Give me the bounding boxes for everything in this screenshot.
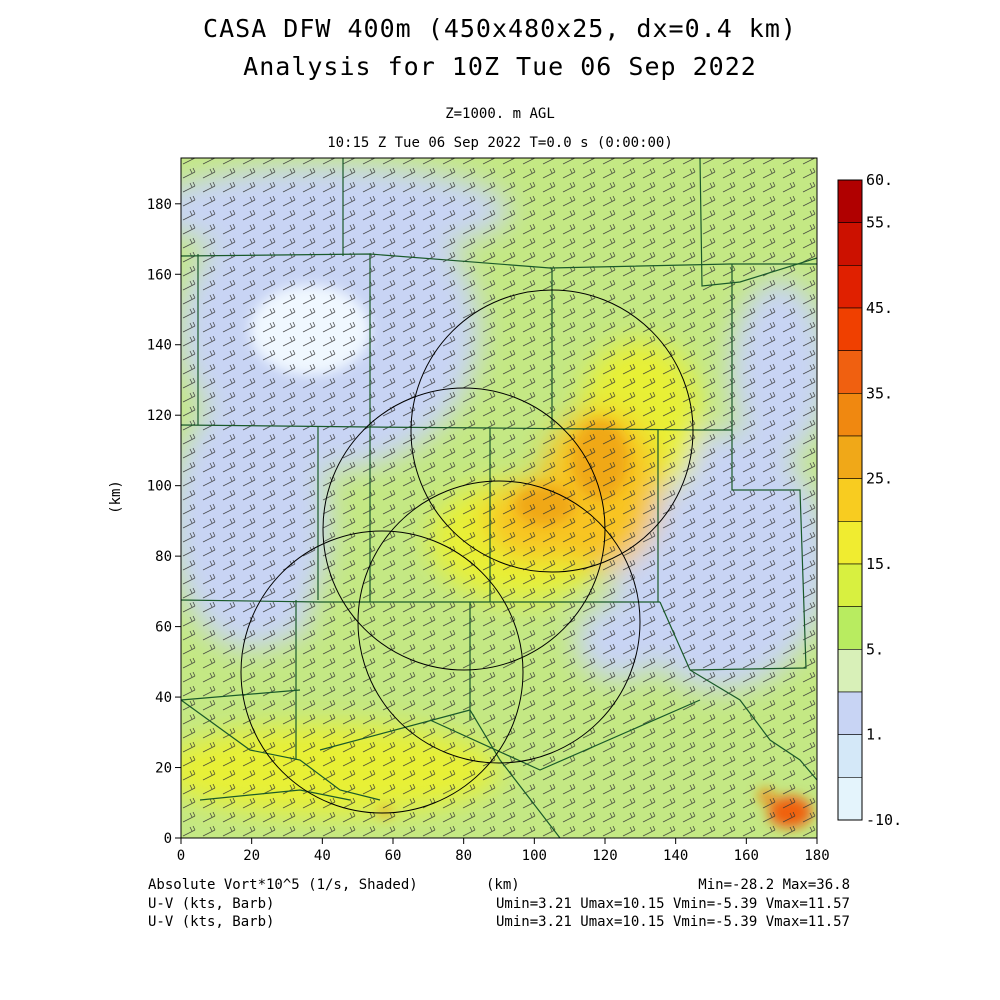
county-boundaries (181, 158, 817, 838)
x-axis: 0 20 40 60 80 100 120 140 160 180 (177, 838, 830, 864)
colorbar-label: 1. (866, 726, 884, 744)
x-tick-label: 100 (522, 848, 547, 864)
radar-range-rings (240, 289, 694, 814)
y-axis: 0 20 40 60 80 100 120 140 160 180 (147, 197, 181, 847)
chart-title-line2: Analysis for 10Z Tue 06 Sep 2022 (243, 52, 757, 81)
colorbar-bin (837, 393, 863, 437)
chart-title-line1: CASA DFW 400m (450x480x25, dx=0.4 km) (203, 14, 797, 43)
x-axis-unit: (km) (486, 877, 520, 893)
field-label-uv-2: U-V (kts, Barb) (148, 914, 275, 930)
y-tick-label: 140 (147, 338, 172, 354)
colorbar-label: 55. (866, 214, 893, 232)
uv-range-1: Umin=3.21 Umax=10.15 Vmin=-5.39 Vmax=11.… (495, 896, 850, 912)
x-tick-label: 80 (455, 848, 472, 864)
x-tick-label: 120 (592, 848, 617, 864)
colorbar-bin (837, 734, 863, 778)
x-tick-label: 160 (734, 848, 759, 864)
y-tick-label: 120 (147, 408, 172, 424)
colorbar: 60. 55. 45. 35. 25. 15. 5. 1. -10. (837, 171, 902, 829)
x-tick-label: 60 (385, 848, 402, 864)
minmax-label: Min=-28.2 Max=36.8 (698, 877, 850, 893)
colorbar-bin (837, 649, 863, 693)
vorticity-field (181, 158, 817, 838)
colorbar-bin (837, 521, 863, 565)
colorbar-bin (837, 777, 863, 821)
x-tick-label: 40 (314, 848, 331, 864)
colorbar-bin (837, 179, 863, 223)
colorbar-bin (837, 307, 863, 351)
x-tick-label: 20 (243, 848, 260, 864)
y-tick-label: 0 (164, 831, 172, 847)
colorbar-label: 25. (866, 470, 893, 488)
field-label-vorticity: Absolute Vort*10^5 (1/s, Shaded) (148, 877, 418, 893)
y-axis-label: (km) (108, 480, 124, 514)
level-label: Z=1000. m AGL (445, 106, 555, 122)
colorbar-bin (837, 222, 863, 266)
plot-frame (180, 157, 818, 839)
colorbar-label: 5. (866, 640, 884, 658)
field-label-uv-1: U-V (kts, Barb) (148, 896, 275, 912)
colorbar-label: 45. (866, 299, 893, 317)
y-tick-label: 60 (155, 620, 172, 636)
y-tick-label: 80 (155, 549, 172, 565)
colorbar-bin (837, 435, 863, 479)
colorbar-bin (837, 563, 863, 607)
x-tick-label: 0 (177, 848, 185, 864)
y-tick-label: 160 (147, 267, 172, 283)
y-tick-label: 100 (147, 479, 172, 495)
time-label: 10:15 Z Tue 06 Sep 2022 T=0.0 s (0:00:00… (327, 135, 673, 151)
colorbar-frame (837, 179, 863, 821)
colorbar-bin (837, 265, 863, 309)
x-tick-label: 140 (663, 848, 688, 864)
colorbar-bin (837, 478, 863, 522)
colorbar-bin (837, 691, 863, 735)
y-tick-label: 40 (155, 690, 172, 706)
x-tick-label: 180 (804, 848, 829, 864)
colorbar-label: 60. (866, 171, 893, 189)
colorbar-label: -10. (866, 811, 902, 829)
y-tick-label: 20 (155, 761, 172, 777)
uv-range-2: Umin=3.21 Umax=10.15 Vmin=-5.39 Vmax=11.… (495, 914, 850, 930)
y-tick-label: 180 (147, 197, 172, 213)
colorbar-bin (837, 606, 863, 650)
colorbar-label: 15. (866, 555, 893, 573)
colorbar-bin (837, 350, 863, 394)
colorbar-label: 35. (866, 384, 893, 402)
